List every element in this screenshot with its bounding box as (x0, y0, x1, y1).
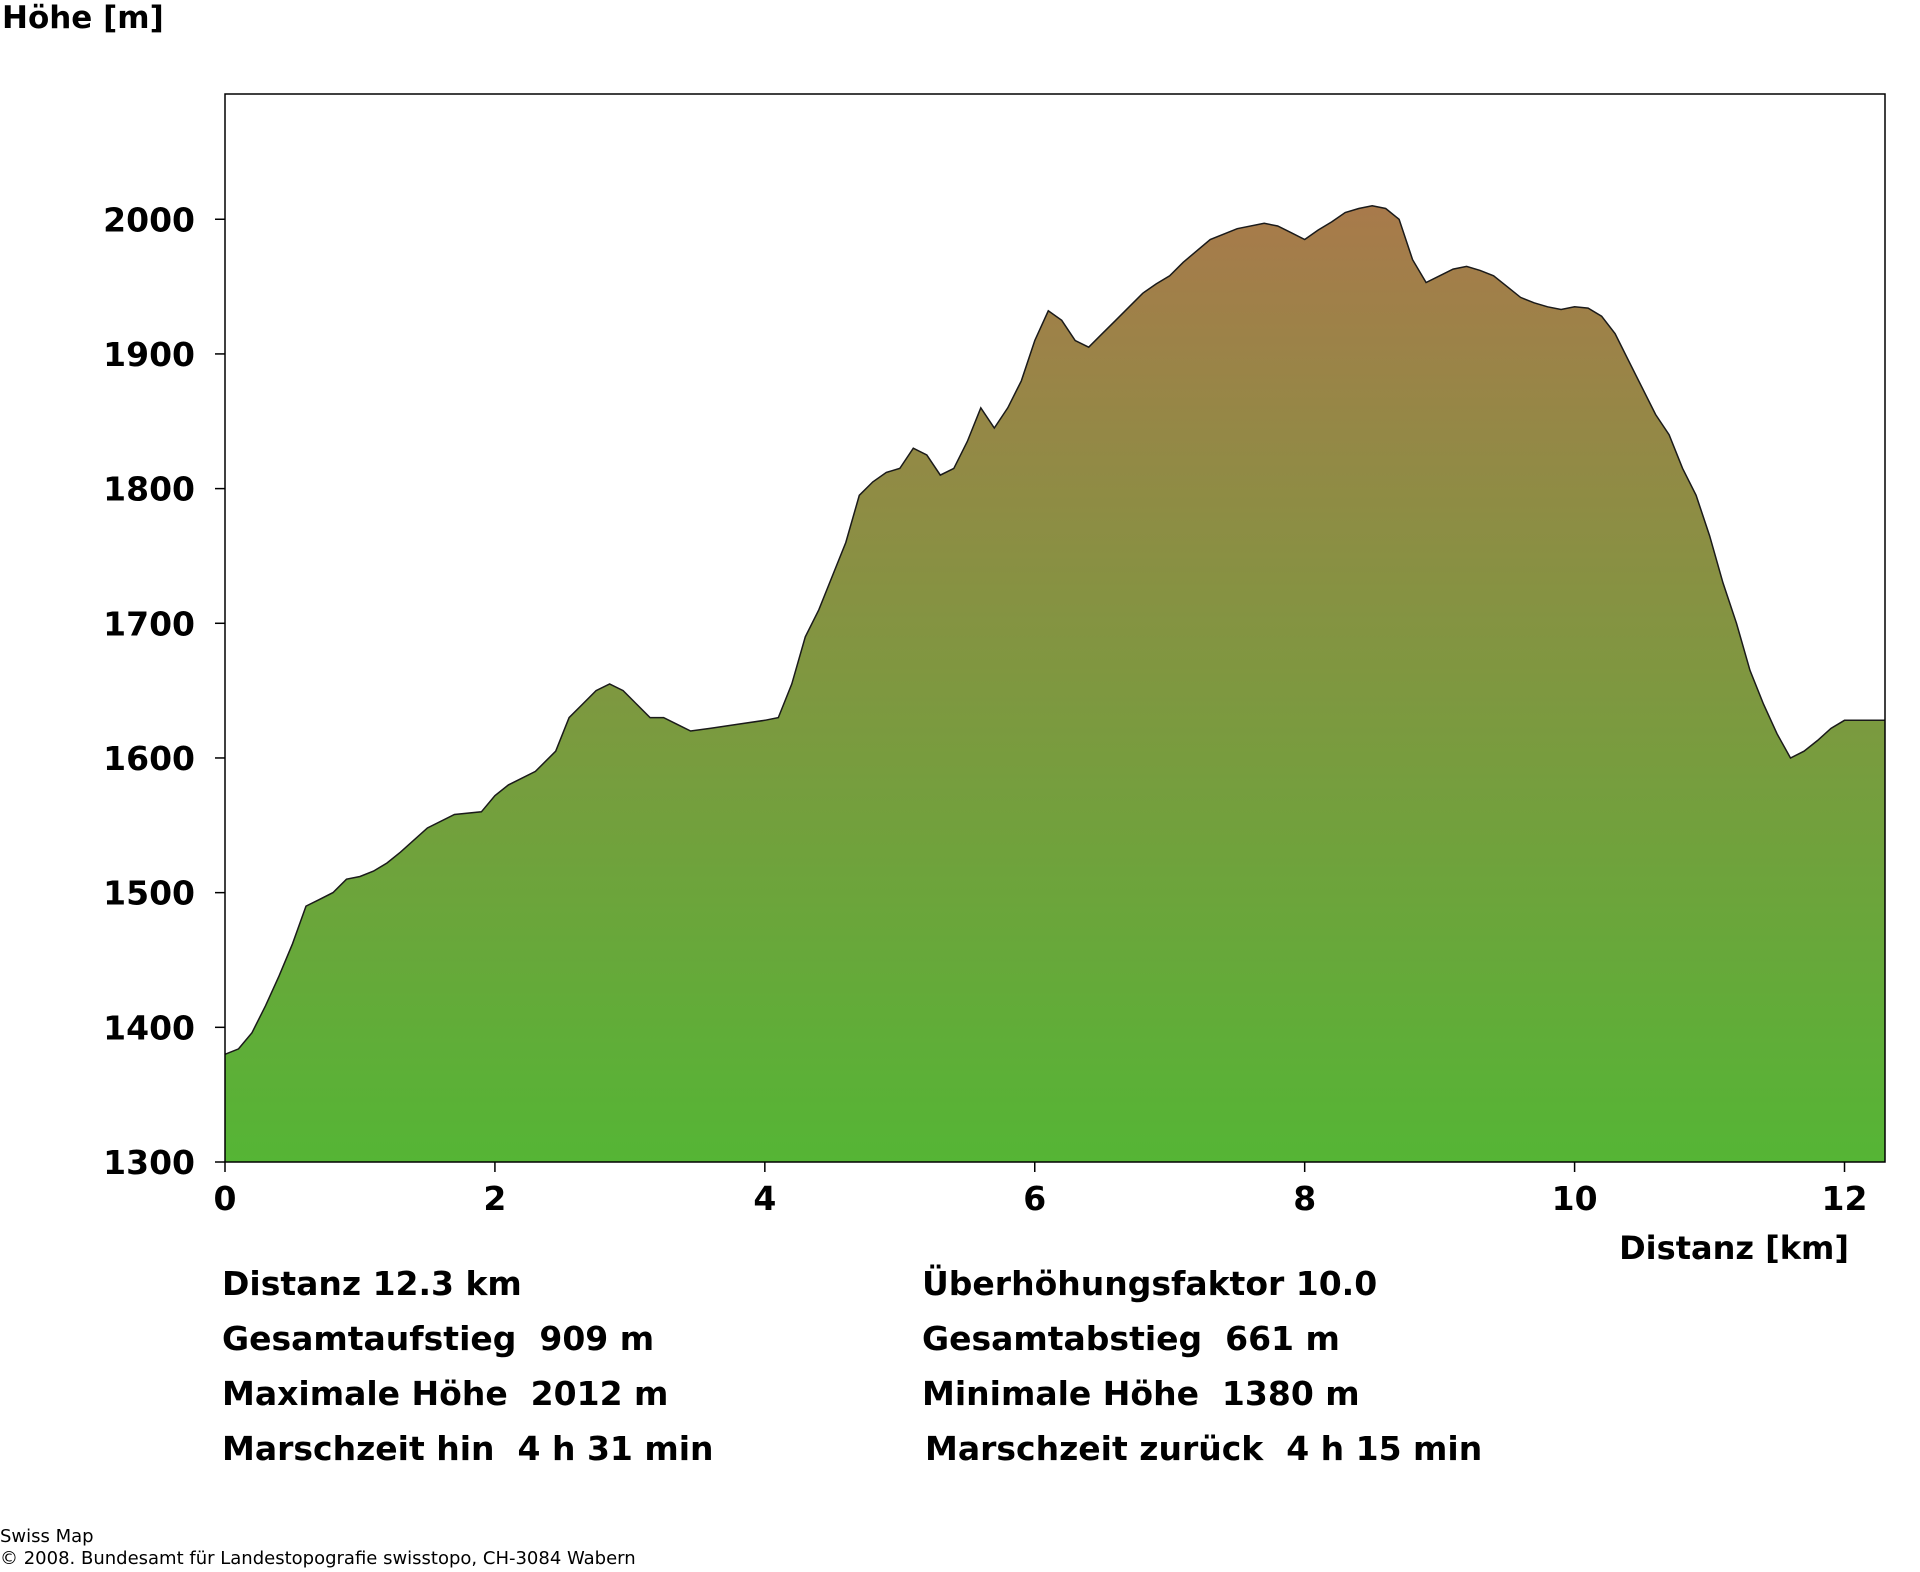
x-tick-label-0: 0 (214, 1179, 237, 1218)
y-tick-label-1300: 1300 (103, 1143, 195, 1182)
y-tick-label-1400: 1400 (103, 1008, 195, 1047)
x-tick-label-6: 6 (1023, 1179, 1046, 1218)
stat-gesamtaufstieg: Gesamtaufstieg 909 m (222, 1319, 655, 1358)
stat-ueberhoehungsfaktor: Überhöhungsfaktor 10.0 (922, 1264, 1378, 1303)
plot-frame (224, 93, 1886, 1163)
y-tick-label-1600: 1600 (103, 739, 195, 778)
x-tick-label-8: 8 (1293, 1179, 1316, 1218)
x-tick-label-4: 4 (753, 1179, 776, 1218)
stat-marschzeit-hin: Marschzeit hin 4 h 31 min (222, 1429, 714, 1468)
stat-gesamtabstieg: Gesamtabstieg 661 m (922, 1319, 1340, 1358)
y-tick-label-2000: 2000 (103, 200, 195, 239)
footer-copyright: © 2008. Bundesamt für Landestopografie s… (0, 1548, 636, 1569)
stat-maximale-hoehe: Maximale Höhe 2012 m (222, 1374, 669, 1413)
elevation-area (225, 205, 1885, 1163)
x-axis-label: Distanz [km] (1619, 1229, 1849, 1267)
y-tick-label-1800: 1800 (103, 470, 195, 509)
y-axis-label: Höhe [m] (2, 0, 164, 36)
stat-marschzeit-zurueck: Marschzeit zurück 4 h 15 min (925, 1429, 1483, 1468)
x-tick-label-12: 12 (1822, 1179, 1868, 1218)
footer-source: Swiss Map (0, 1526, 94, 1547)
y-tick-label-1500: 1500 (103, 874, 195, 913)
stat-distanz: Distanz 12.3 km (222, 1264, 522, 1303)
x-tick-label-10: 10 (1552, 1179, 1598, 1218)
x-tick-label-2: 2 (483, 1179, 506, 1218)
y-tick-label-1900: 1900 (103, 335, 195, 374)
stat-minimale-hoehe: Minimale Höhe 1380 m (922, 1374, 1360, 1413)
y-tick-label-1700: 1700 (103, 604, 195, 643)
elevation-line (224, 205, 1885, 1055)
